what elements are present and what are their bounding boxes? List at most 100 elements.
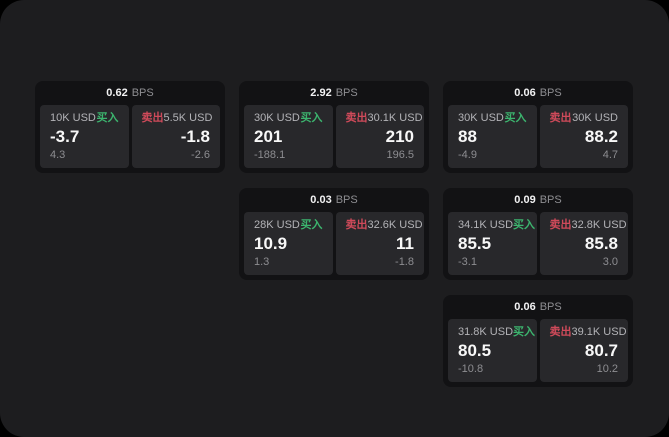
sell-tile-header: 卖出 5.5K USD — [141, 112, 213, 125]
sell-delta: -2.6 — [191, 149, 210, 161]
buy-delta: -4.9 — [458, 149, 477, 161]
buy-price: 88 — [458, 127, 477, 146]
sell-notional: 5.5K USD — [163, 112, 213, 124]
buy-side-label: 买入 — [96, 112, 119, 124]
quotes-grid: 0.62 BPS 10K USD 买入 -3.7 4.3 卖出 5.5K USD … — [35, 81, 633, 387]
sell-notional: 32.6K USD — [367, 219, 423, 231]
sell-notional: 32.8K USD — [571, 219, 627, 231]
buy-price: 80.5 — [458, 341, 492, 360]
buy-notional: 10K USD — [50, 112, 96, 124]
sell-price: 88.2 — [584, 127, 618, 146]
sell-tile-header: 卖出 30.1K USD — [345, 112, 423, 125]
bps-value: 0.06 — [514, 301, 536, 313]
buy-delta: 4.3 — [50, 149, 66, 161]
sell-price: -1.8 — [180, 127, 210, 146]
sell-tile-header: 卖出 32.8K USD — [549, 219, 627, 232]
sell-price: 80.7 — [584, 341, 618, 360]
sell-price: 85.8 — [584, 234, 618, 253]
bps-unit-label: BPS — [335, 87, 358, 99]
card-body: 10K USD 买入 -3.7 4.3 卖出 5.5K USD -1.8 -2.… — [35, 105, 225, 173]
buy-tile-header: 30K USD 买入 — [254, 112, 323, 125]
quote-card: 0.06 BPS 30K USD 买入 88 -4.9 卖出 30K USD 88… — [443, 81, 633, 173]
bps-value: 0.03 — [310, 194, 332, 206]
buy-tile-header: 34.1K USD 买入 — [458, 219, 535, 232]
sell-side-label: 卖出 — [549, 219, 572, 231]
card-body: 34.1K USD 买入 85.5 -3.1 卖出 32.8K USD 85.8… — [443, 212, 633, 280]
quote-card: 0.06 BPS 31.8K USD 买入 80.5 -10.8 卖出 39.1K… — [443, 295, 633, 387]
sell-quote-tile[interactable]: 卖出 32.8K USD 85.8 3.0 — [539, 212, 628, 275]
buy-notional: 34.1K USD — [458, 219, 514, 231]
card-header: 2.92 BPS — [239, 81, 429, 105]
sell-delta: 3.0 — [602, 256, 618, 268]
sell-quote-tile[interactable]: 卖出 30.1K USD 210 196.5 — [335, 105, 424, 168]
sell-side-label: 卖出 — [345, 112, 368, 124]
card-body: 31.8K USD 买入 80.5 -10.8 卖出 39.1K USD 80.… — [443, 319, 633, 387]
sell-side-label: 卖出 — [549, 326, 572, 338]
buy-side-label: 买入 — [513, 326, 536, 338]
sell-notional: 30.1K USD — [367, 112, 423, 124]
sell-notional: 30K USD — [572, 112, 618, 124]
card-header: 0.09 BPS — [443, 188, 633, 212]
sell-delta: 4.7 — [602, 149, 618, 161]
card-header: 0.62 BPS — [35, 81, 225, 105]
sell-side-label: 卖出 — [345, 219, 368, 231]
bps-unit-label: BPS — [539, 301, 562, 313]
quote-card: 2.92 BPS 30K USD 买入 201 -188.1 卖出 30.1K U… — [239, 81, 429, 173]
buy-price: 10.9 — [254, 234, 288, 253]
sell-quote-tile[interactable]: 卖出 39.1K USD 80.7 10.2 — [539, 319, 628, 382]
sell-price: 11 — [396, 234, 414, 253]
buy-side-label: 买入 — [504, 112, 527, 124]
sell-price: 210 — [385, 127, 414, 146]
card-header: 0.06 BPS — [443, 295, 633, 319]
buy-delta: 1.3 — [254, 256, 270, 268]
buy-side-label: 买入 — [300, 112, 323, 124]
buy-price: 201 — [254, 127, 283, 146]
card-header: 0.06 BPS — [443, 81, 633, 105]
bps-unit-label: BPS — [335, 194, 358, 206]
sell-side-label: 卖出 — [549, 112, 572, 124]
sell-tile-header: 卖出 39.1K USD — [549, 326, 627, 339]
sell-delta: 196.5 — [386, 149, 414, 161]
bps-unit-label: BPS — [539, 194, 562, 206]
bps-unit-label: BPS — [131, 87, 154, 99]
buy-delta: -10.8 — [458, 363, 484, 375]
sell-delta: 10.2 — [596, 363, 618, 375]
bps-value: 2.92 — [310, 87, 332, 99]
buy-tile-header: 28K USD 买入 — [254, 219, 323, 232]
buy-quote-tile[interactable]: 30K USD 买入 201 -188.1 — [244, 105, 333, 168]
card-header: 0.03 BPS — [239, 188, 429, 212]
bps-value: 0.62 — [106, 87, 128, 99]
buy-price: 85.5 — [458, 234, 492, 253]
bps-unit-label: BPS — [539, 87, 562, 99]
sell-side-label: 卖出 — [141, 112, 164, 124]
buy-notional: 31.8K USD — [458, 326, 514, 338]
sell-quote-tile[interactable]: 卖出 30K USD 88.2 4.7 — [539, 105, 628, 168]
buy-notional: 30K USD — [254, 112, 300, 124]
buy-delta: -3.1 — [458, 256, 477, 268]
buy-price: -3.7 — [50, 127, 80, 146]
buy-tile-header: 30K USD 买入 — [458, 112, 527, 125]
buy-tile-header: 31.8K USD 买入 — [458, 326, 535, 339]
sell-quote-tile[interactable]: 卖出 32.6K USD 11 -1.8 — [335, 212, 424, 275]
buy-quote-tile[interactable]: 28K USD 买入 10.9 1.3 — [244, 212, 333, 275]
buy-delta: -188.1 — [254, 149, 286, 161]
buy-notional: 28K USD — [254, 219, 300, 231]
quote-card: 0.62 BPS 10K USD 买入 -3.7 4.3 卖出 5.5K USD … — [35, 81, 225, 173]
sell-quote-tile[interactable]: 卖出 5.5K USD -1.8 -2.6 — [131, 105, 220, 168]
card-body: 28K USD 买入 10.9 1.3 卖出 32.6K USD 11 -1.8 — [239, 212, 429, 280]
buy-notional: 30K USD — [458, 112, 504, 124]
buy-quote-tile[interactable]: 10K USD 买入 -3.7 4.3 — [40, 105, 129, 168]
card-body: 30K USD 买入 88 -4.9 卖出 30K USD 88.2 4.7 — [443, 105, 633, 173]
sell-tile-header: 卖出 30K USD — [550, 112, 619, 125]
buy-side-label: 买入 — [300, 219, 323, 231]
bps-value: 0.09 — [514, 194, 536, 206]
bps-value: 0.06 — [514, 87, 536, 99]
buy-quote-tile[interactable]: 30K USD 买入 88 -4.9 — [448, 105, 537, 168]
buy-side-label: 买入 — [513, 219, 536, 231]
quote-card: 0.03 BPS 28K USD 买入 10.9 1.3 卖出 32.6K USD… — [239, 188, 429, 280]
sell-delta: -1.8 — [395, 256, 414, 268]
buy-quote-tile[interactable]: 31.8K USD 买入 80.5 -10.8 — [448, 319, 537, 382]
buy-quote-tile[interactable]: 34.1K USD 买入 85.5 -3.1 — [448, 212, 537, 275]
